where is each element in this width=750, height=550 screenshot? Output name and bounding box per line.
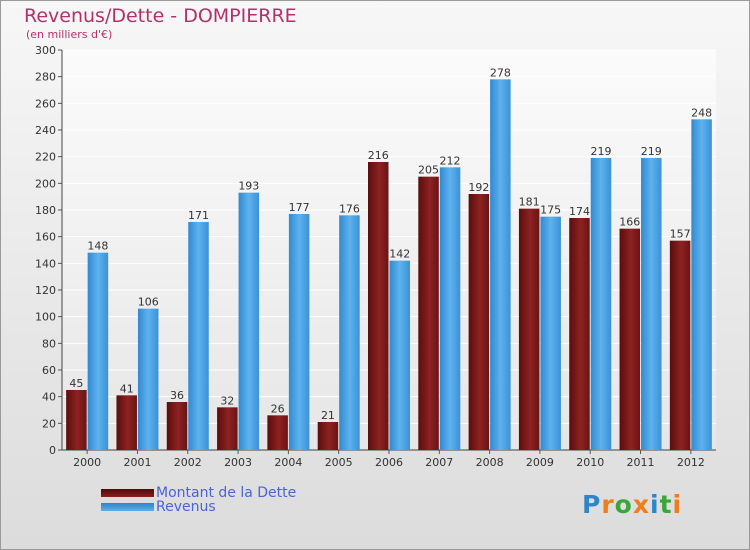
bar-revenus xyxy=(339,215,360,450)
x-tick-label: 2012 xyxy=(677,456,705,469)
x-tick-label: 2002 xyxy=(174,456,202,469)
bar-revenus xyxy=(87,252,109,450)
value-label-revenus: 106 xyxy=(138,296,159,309)
value-label-dette: 45 xyxy=(69,377,83,390)
value-label-dette: 41 xyxy=(120,382,134,395)
bar-dette xyxy=(217,407,238,450)
bar-dette xyxy=(267,415,288,450)
bar-dette xyxy=(317,422,339,450)
bar-revenus xyxy=(691,119,712,450)
legend-item-dette: Montant de la Dette xyxy=(101,485,297,501)
value-label-dette: 36 xyxy=(170,389,184,402)
legend-label-dette: Montant de la Dette xyxy=(156,485,297,501)
bar-revenus xyxy=(188,222,209,450)
value-label-revenus: 175 xyxy=(540,204,561,217)
value-label-revenus: 177 xyxy=(289,201,310,214)
bar-revenus xyxy=(238,192,260,450)
value-label-dette: 157 xyxy=(670,228,691,241)
proxiti-logo: Proxiti xyxy=(582,490,683,519)
bar-revenus xyxy=(439,167,461,451)
y-tick-label: 180 xyxy=(35,204,56,217)
value-label-dette: 216 xyxy=(368,149,389,162)
bar-revenus xyxy=(137,308,159,450)
x-tick-label: 2008 xyxy=(476,456,504,469)
chart-title: Revenus/Dette - DOMPIERRE xyxy=(24,5,297,27)
bar-dette xyxy=(619,228,641,450)
x-tick-label: 2010 xyxy=(576,456,604,469)
value-label-revenus: 176 xyxy=(339,202,360,215)
value-label-revenus: 219 xyxy=(641,145,662,158)
bar-dette xyxy=(368,162,389,450)
value-label-dette: 32 xyxy=(220,394,234,407)
bar-dette xyxy=(669,240,691,450)
bar-dette xyxy=(116,395,137,450)
y-tick-label: 300 xyxy=(35,44,56,57)
value-label-revenus: 278 xyxy=(490,66,511,79)
y-tick-label: 220 xyxy=(35,151,56,164)
x-tick-label: 2000 xyxy=(73,456,101,469)
y-tick-label: 60 xyxy=(42,364,56,377)
value-label-revenus: 193 xyxy=(238,180,259,193)
value-label-revenus: 219 xyxy=(590,145,611,158)
bar-revenus xyxy=(641,158,662,450)
y-tick-label: 40 xyxy=(42,391,56,404)
value-label-dette: 192 xyxy=(468,181,489,194)
bar-dette xyxy=(66,390,87,450)
y-tick-label: 120 xyxy=(35,284,56,297)
bar-revenus xyxy=(490,79,511,450)
legend-swatch-revenus xyxy=(101,503,154,511)
bar-dette xyxy=(569,218,590,450)
y-tick-label: 260 xyxy=(35,97,56,110)
value-label-revenus: 148 xyxy=(87,240,108,253)
value-label-dette: 174 xyxy=(569,205,590,218)
bar-dette xyxy=(418,176,439,450)
bar-revenus xyxy=(288,214,310,450)
y-tick-label: 20 xyxy=(42,417,56,430)
value-label-revenus: 142 xyxy=(389,248,410,261)
value-label-dette: 181 xyxy=(519,196,540,209)
legend-label-revenus: Revenus xyxy=(156,499,216,515)
value-label-revenus: 212 xyxy=(440,154,461,167)
value-label-dette: 166 xyxy=(619,216,640,229)
bar-revenus xyxy=(540,216,561,450)
bar-revenus xyxy=(389,260,410,450)
x-tick-label: 2001 xyxy=(123,456,151,469)
value-label-revenus: 171 xyxy=(188,209,209,222)
x-tick-label: 2004 xyxy=(274,456,302,469)
bar-revenus xyxy=(590,158,612,450)
value-label-dette: 205 xyxy=(418,164,439,177)
y-tick-label: 160 xyxy=(35,231,56,244)
bar-dette xyxy=(518,208,540,450)
y-tick-label: 0 xyxy=(49,444,56,457)
x-tick-label: 2006 xyxy=(375,456,403,469)
value-label-dette: 26 xyxy=(271,402,285,415)
value-label-revenus: 248 xyxy=(691,106,712,119)
x-tick-label: 2007 xyxy=(425,456,453,469)
y-tick-label: 140 xyxy=(35,257,56,270)
x-tick-label: 2003 xyxy=(224,456,252,469)
y-tick-label: 80 xyxy=(42,337,56,350)
value-label-dette: 21 xyxy=(321,409,335,422)
x-tick-label: 2011 xyxy=(627,456,655,469)
y-tick-label: 200 xyxy=(35,177,56,190)
chart-subtitle: (en milliers d'€) xyxy=(26,28,113,41)
x-tick-label: 2009 xyxy=(526,456,554,469)
bar-dette xyxy=(468,194,490,450)
x-tick-label: 2005 xyxy=(325,456,353,469)
y-tick-label: 280 xyxy=(35,71,56,84)
bar-dette xyxy=(166,402,188,450)
y-tick-label: 100 xyxy=(35,311,56,324)
legend-swatch-dette xyxy=(101,489,154,497)
y-tick-label: 240 xyxy=(35,124,56,137)
legend-item-revenus: Revenus xyxy=(101,499,216,515)
